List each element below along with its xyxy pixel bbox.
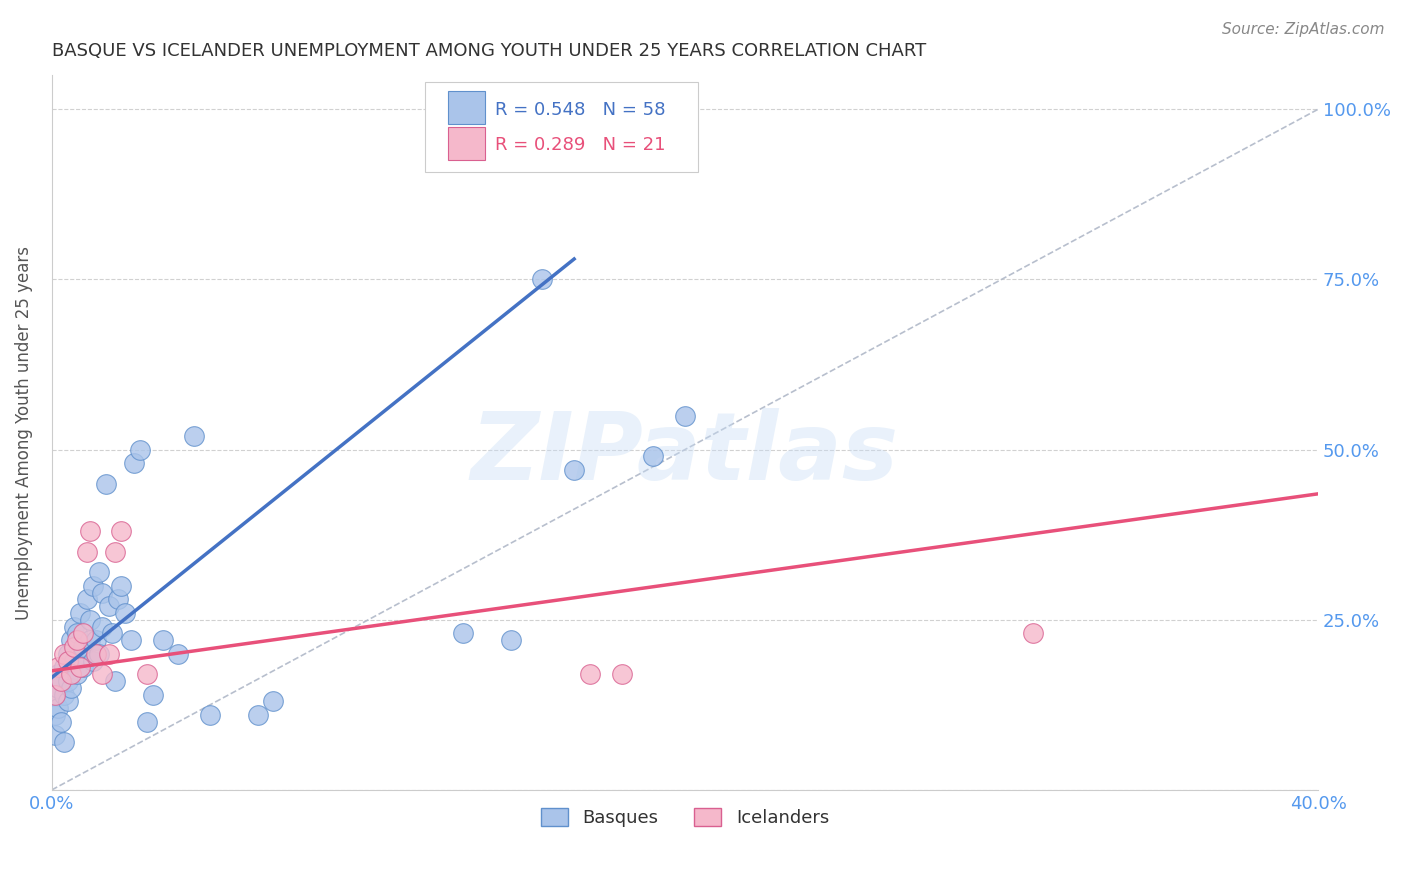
Point	[53, 735, 76, 749]
Point	[499, 633, 522, 648]
Point	[152, 633, 174, 648]
Point	[46, 681, 69, 695]
Point	[76, 544, 98, 558]
Point	[104, 544, 127, 558]
Text: ZIPatlas: ZIPatlas	[471, 408, 898, 500]
Point	[110, 579, 132, 593]
Point	[82, 654, 104, 668]
Point	[66, 626, 89, 640]
Point	[79, 613, 101, 627]
Point	[56, 647, 79, 661]
Point	[110, 524, 132, 539]
Point	[107, 592, 129, 607]
FancyBboxPatch shape	[449, 91, 485, 124]
Point	[135, 714, 157, 729]
Point	[51, 714, 73, 729]
Point	[46, 701, 69, 715]
Text: Source: ZipAtlas.com: Source: ZipAtlas.com	[1222, 22, 1385, 37]
Point	[44, 688, 66, 702]
Point	[167, 647, 190, 661]
Point	[53, 647, 76, 661]
Point	[531, 272, 554, 286]
Point	[82, 579, 104, 593]
Point	[56, 673, 79, 688]
Point	[183, 429, 205, 443]
Point	[94, 476, 117, 491]
Point	[579, 667, 602, 681]
Point	[66, 633, 89, 648]
Point	[97, 599, 120, 614]
Point	[114, 606, 136, 620]
Point	[72, 660, 94, 674]
Point	[1022, 626, 1045, 640]
Point	[91, 585, 114, 599]
Point	[44, 688, 66, 702]
FancyBboxPatch shape	[426, 82, 697, 171]
Point	[56, 654, 79, 668]
Point	[562, 463, 585, 477]
Point	[63, 640, 86, 654]
Point	[104, 673, 127, 688]
Point	[453, 626, 475, 640]
Point	[59, 633, 82, 648]
Text: R = 0.548   N = 58: R = 0.548 N = 58	[495, 101, 665, 119]
FancyBboxPatch shape	[449, 127, 485, 160]
Legend: Basques, Icelanders: Basques, Icelanders	[533, 801, 837, 835]
Text: BASQUE VS ICELANDER UNEMPLOYMENT AMONG YOUTH UNDER 25 YEARS CORRELATION CHART: BASQUE VS ICELANDER UNEMPLOYMENT AMONG Y…	[52, 42, 927, 60]
Point	[101, 626, 124, 640]
Y-axis label: Unemployment Among Youth under 25 years: Unemployment Among Youth under 25 years	[15, 245, 32, 620]
Point	[69, 647, 91, 661]
Point	[53, 688, 76, 702]
Point	[79, 524, 101, 539]
Point	[46, 667, 69, 681]
Point	[69, 606, 91, 620]
Point	[84, 633, 107, 648]
Point	[63, 654, 86, 668]
Point	[129, 442, 152, 457]
Point	[44, 729, 66, 743]
Point	[53, 660, 76, 674]
Point	[76, 592, 98, 607]
Point	[610, 667, 633, 681]
Point	[69, 660, 91, 674]
Point	[59, 681, 82, 695]
Point	[120, 633, 142, 648]
Point	[246, 708, 269, 723]
Point	[51, 673, 73, 688]
Point	[51, 673, 73, 688]
Point	[79, 633, 101, 648]
Point	[91, 619, 114, 633]
Point	[262, 694, 284, 708]
Point	[198, 708, 221, 723]
Point	[66, 667, 89, 681]
Point	[89, 647, 111, 661]
Point	[72, 640, 94, 654]
Point	[643, 450, 665, 464]
Point	[97, 647, 120, 661]
Point	[46, 660, 69, 674]
Point	[44, 708, 66, 723]
Point	[122, 456, 145, 470]
Point	[91, 667, 114, 681]
Point	[59, 667, 82, 681]
Point	[63, 619, 86, 633]
Point	[89, 565, 111, 579]
Point	[673, 409, 696, 423]
Point	[142, 688, 165, 702]
Point	[84, 647, 107, 661]
Point	[56, 694, 79, 708]
Point	[135, 667, 157, 681]
Point	[72, 626, 94, 640]
Text: R = 0.289   N = 21: R = 0.289 N = 21	[495, 136, 665, 154]
